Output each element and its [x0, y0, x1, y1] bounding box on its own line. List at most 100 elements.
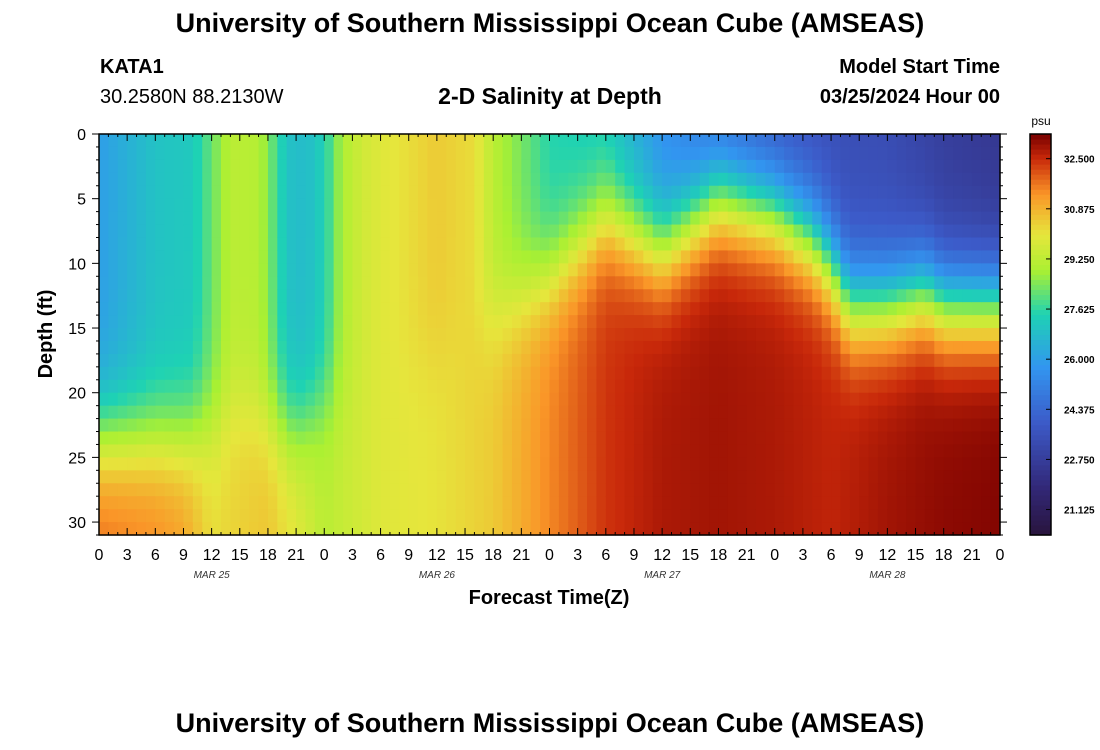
heatmap-cell	[915, 444, 926, 458]
heatmap-cell	[568, 172, 579, 187]
heatmap-cell	[211, 276, 222, 290]
heatmap-cell	[117, 198, 128, 213]
heatmap-cell	[624, 431, 635, 446]
heatmap-cell	[183, 250, 194, 264]
heatmap-cell	[267, 418, 278, 433]
heatmap-cell	[314, 237, 325, 252]
heatmap-cell	[145, 134, 156, 148]
heatmap-cell	[258, 444, 269, 458]
heatmap-cell	[446, 366, 457, 381]
heatmap-cell	[361, 470, 372, 484]
heatmap-cell	[934, 483, 945, 497]
heatmap-cell	[915, 250, 926, 264]
heatmap-cell	[558, 444, 569, 458]
heatmap-cell	[436, 483, 447, 497]
heatmap-cell	[389, 366, 400, 381]
heatmap-cell	[296, 185, 307, 200]
heatmap-cell	[671, 431, 682, 446]
heatmap-cell	[296, 457, 307, 471]
heatmap-cell	[605, 418, 616, 433]
heatmap-cell	[436, 289, 447, 303]
heatmap-cell	[680, 366, 691, 381]
heatmap-cell	[174, 366, 185, 381]
heatmap-cell	[530, 328, 541, 342]
heatmap-cell	[596, 211, 607, 226]
heatmap-cell	[427, 457, 438, 471]
heatmap-cell	[127, 405, 138, 420]
heatmap-cell	[249, 172, 260, 187]
heatmap-cell	[802, 289, 813, 303]
heatmap-cell	[314, 483, 325, 497]
heatmap-cell	[943, 185, 954, 200]
heatmap-cell	[474, 496, 485, 510]
heatmap-cell	[474, 431, 485, 446]
heatmap-cell	[755, 457, 766, 471]
heatmap-cell	[587, 509, 598, 523]
heatmap-cell	[483, 211, 494, 226]
heatmap-cell	[859, 457, 870, 471]
heatmap-cell	[343, 134, 354, 148]
heatmap-cell	[849, 146, 860, 161]
heatmap-cell	[361, 431, 372, 446]
heatmap-cell	[558, 289, 569, 303]
heatmap-cell	[990, 444, 1001, 458]
heatmap-cell	[502, 276, 513, 290]
heatmap-cell	[802, 418, 813, 433]
heatmap-cell	[784, 263, 795, 277]
heatmap-cell	[746, 457, 757, 471]
heatmap-cell	[192, 263, 203, 277]
heatmap-cell	[286, 340, 297, 355]
heatmap-cell	[324, 418, 335, 433]
heatmap-cell	[474, 353, 485, 368]
heatmap-cell	[868, 302, 879, 316]
heatmap-cell	[436, 315, 447, 329]
heatmap-cell	[136, 353, 147, 368]
colorbar-segment	[1030, 359, 1051, 366]
heatmap-cell	[343, 522, 354, 536]
heatmap-cell	[709, 470, 720, 484]
heatmap-cell	[943, 250, 954, 264]
heatmap-cell	[455, 146, 466, 161]
heatmap-cell	[624, 522, 635, 536]
colorbar-segment	[1030, 294, 1051, 301]
heatmap-cell	[690, 198, 701, 213]
heatmap-cell	[108, 483, 119, 497]
heatmap-cell	[906, 328, 917, 342]
heatmap-cell	[737, 159, 748, 174]
heatmap-cell	[662, 159, 673, 174]
heatmap-cell	[521, 172, 532, 187]
heatmap-cell	[521, 289, 532, 303]
heatmap-cell	[549, 431, 560, 446]
heatmap-cell	[221, 522, 231, 536]
heatmap-cell	[793, 302, 804, 316]
heatmap-cell	[239, 522, 250, 536]
heatmap-cell	[765, 263, 776, 277]
heatmap-cell	[812, 134, 823, 148]
heatmap-cell	[145, 470, 156, 484]
colorbar-tick-label: 24.375	[1064, 405, 1095, 416]
heatmap-cell	[671, 146, 682, 161]
heatmap-cell	[361, 418, 372, 433]
heatmap-cell	[136, 431, 147, 446]
heatmap-cell	[934, 444, 945, 458]
heatmap-cell	[324, 496, 335, 510]
heatmap-cell	[840, 172, 851, 187]
heatmap-cell	[211, 457, 222, 471]
heatmap-cell	[934, 392, 945, 407]
heatmap-cell	[690, 250, 701, 264]
heatmap-cell	[962, 289, 973, 303]
heatmap-cell	[680, 172, 691, 187]
heatmap-cell	[680, 159, 691, 174]
heatmap-cell	[164, 444, 175, 458]
heatmap-cell	[671, 405, 682, 420]
heatmap-cell	[671, 444, 682, 458]
heatmap-cell	[258, 431, 269, 446]
heatmap-cell	[361, 237, 372, 252]
heatmap-cell	[324, 444, 335, 458]
heatmap-cell	[483, 224, 494, 239]
heatmap-cell	[990, 250, 1001, 264]
heatmap-cell	[793, 392, 804, 407]
heatmap-cell	[333, 509, 344, 523]
colorbar-segment	[1030, 454, 1051, 461]
heatmap-cell	[953, 431, 964, 446]
